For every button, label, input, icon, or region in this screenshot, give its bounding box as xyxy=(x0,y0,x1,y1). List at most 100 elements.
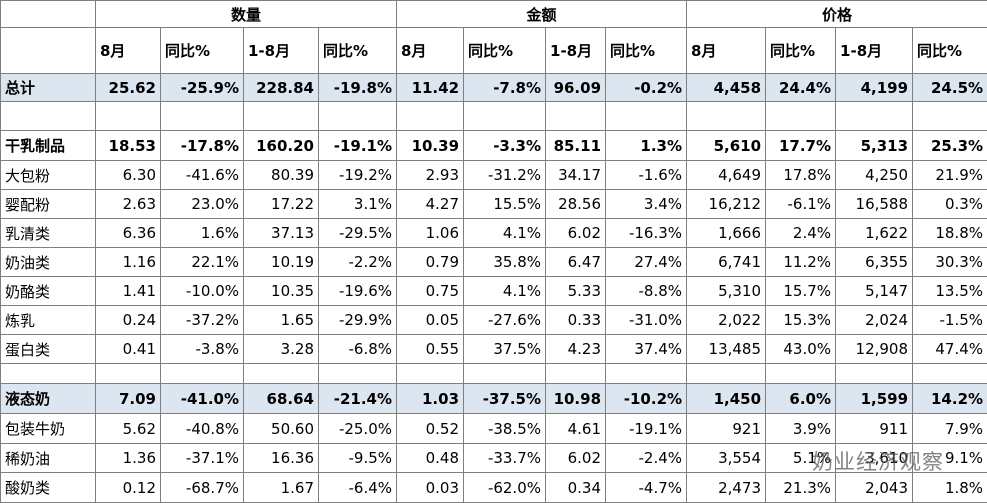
row-label: 奶油类 xyxy=(1,248,96,277)
table-row xyxy=(1,102,987,131)
value-cell: 15.5% xyxy=(464,190,546,219)
value-cell: 6.30 xyxy=(96,161,161,190)
value-cell: -4.7% xyxy=(606,473,687,503)
value-cell: -68.7% xyxy=(161,473,244,503)
value-cell: 3,554 xyxy=(687,444,766,473)
empty-cell xyxy=(606,364,687,384)
empty-cell xyxy=(836,102,913,131)
value-cell: 0.3% xyxy=(913,190,987,219)
value-cell: -10.0% xyxy=(161,277,244,306)
value-cell: 47.4% xyxy=(913,335,987,364)
row-label: 乳清类 xyxy=(1,219,96,248)
column-header: 8月 xyxy=(96,28,161,74)
value-cell: -27.6% xyxy=(464,306,546,335)
value-cell: -6.1% xyxy=(766,190,836,219)
value-cell: -62.0% xyxy=(464,473,546,503)
group-header: 价格 xyxy=(687,1,987,28)
table-row xyxy=(1,364,987,384)
value-cell: 5,313 xyxy=(836,131,913,161)
value-cell: 96.09 xyxy=(546,74,606,102)
value-cell: 4.23 xyxy=(546,335,606,364)
value-cell: 6,741 xyxy=(687,248,766,277)
empty-cell xyxy=(687,102,766,131)
value-cell: -31.2% xyxy=(464,161,546,190)
value-cell: 24.5% xyxy=(913,74,987,102)
value-cell: 1.3% xyxy=(606,131,687,161)
empty-cell xyxy=(766,364,836,384)
value-cell: 2.4% xyxy=(766,219,836,248)
value-cell: 4,199 xyxy=(836,74,913,102)
value-cell: 43.0% xyxy=(766,335,836,364)
value-cell: -19.1% xyxy=(606,414,687,444)
value-cell: 2,022 xyxy=(687,306,766,335)
value-cell: -38.5% xyxy=(464,414,546,444)
value-cell: 68.64 xyxy=(244,384,319,414)
column-header: 同比% xyxy=(464,28,546,74)
value-cell: -19.1% xyxy=(319,131,397,161)
value-cell: 25.62 xyxy=(96,74,161,102)
group-header: 数量 xyxy=(96,1,397,28)
value-cell: 3.4% xyxy=(606,190,687,219)
value-cell: 17.8% xyxy=(766,161,836,190)
value-cell: 4.61 xyxy=(546,414,606,444)
empty-cell xyxy=(244,102,319,131)
column-header: 8月 xyxy=(687,28,766,74)
empty-cell xyxy=(913,364,987,384)
value-cell: 6.47 xyxy=(546,248,606,277)
empty-cell xyxy=(546,364,606,384)
empty-cell xyxy=(766,102,836,131)
value-cell: 37.4% xyxy=(606,335,687,364)
value-cell: -2.2% xyxy=(319,248,397,277)
value-cell: -9.5% xyxy=(319,444,397,473)
value-cell: -10.2% xyxy=(606,384,687,414)
value-cell: 4,458 xyxy=(687,74,766,102)
value-cell: 28.56 xyxy=(546,190,606,219)
value-cell: 0.34 xyxy=(546,473,606,503)
value-cell: 14.2% xyxy=(913,384,987,414)
value-cell: 2,473 xyxy=(687,473,766,503)
value-cell: 1.36 xyxy=(96,444,161,473)
value-cell: 3.28 xyxy=(244,335,319,364)
watermark: 奶业经济观察 xyxy=(812,446,944,476)
empty-cell xyxy=(96,364,161,384)
value-cell: 5,310 xyxy=(687,277,766,306)
value-cell: 3.1% xyxy=(319,190,397,219)
value-cell: 0.05 xyxy=(397,306,464,335)
value-cell: 1,666 xyxy=(687,219,766,248)
value-cell: -17.8% xyxy=(161,131,244,161)
row-label: 婴配粉 xyxy=(1,190,96,219)
value-cell: 0.48 xyxy=(397,444,464,473)
value-cell: 1.03 xyxy=(397,384,464,414)
column-header: 1-8月 xyxy=(836,28,913,74)
value-cell: -29.5% xyxy=(319,219,397,248)
row-label: 酸奶类 xyxy=(1,473,96,503)
value-cell: 18.53 xyxy=(96,131,161,161)
empty-cell xyxy=(244,364,319,384)
value-cell: -16.3% xyxy=(606,219,687,248)
value-cell: 0.24 xyxy=(96,306,161,335)
empty-cell xyxy=(464,364,546,384)
value-cell: 3.9% xyxy=(766,414,836,444)
value-cell: 2.93 xyxy=(397,161,464,190)
value-cell: 5,147 xyxy=(836,277,913,306)
row-label: 蛋白类 xyxy=(1,335,96,364)
value-cell: 2.63 xyxy=(96,190,161,219)
value-cell: -3.8% xyxy=(161,335,244,364)
value-cell: 1.8% xyxy=(913,473,987,503)
corner-cell xyxy=(1,1,96,28)
value-cell: -37.5% xyxy=(464,384,546,414)
row-label: 干乳制品 xyxy=(1,131,96,161)
value-cell: 5.62 xyxy=(96,414,161,444)
value-cell: 1.41 xyxy=(96,277,161,306)
value-cell: 5,610 xyxy=(687,131,766,161)
value-cell: -6.8% xyxy=(319,335,397,364)
value-cell: 0.12 xyxy=(96,473,161,503)
value-cell: 23.0% xyxy=(161,190,244,219)
value-cell: 21.3% xyxy=(766,473,836,503)
